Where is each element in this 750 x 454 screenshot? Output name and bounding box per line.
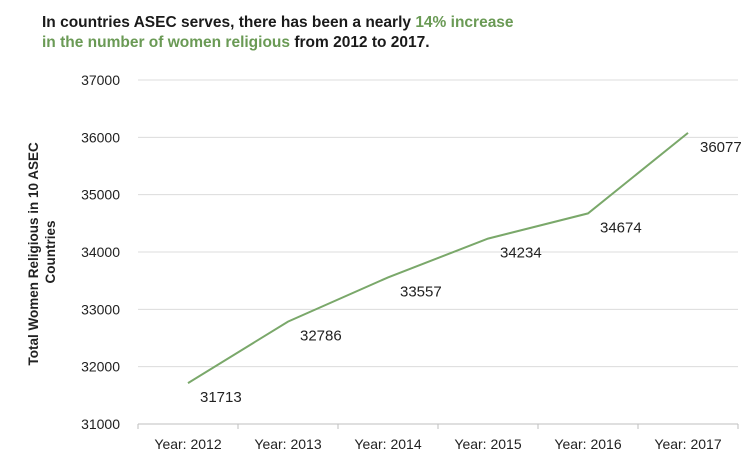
x-tick-label: Year: 2013	[254, 436, 321, 452]
y-axis-label-line2: Countries	[43, 220, 58, 283]
data-label: 32786	[300, 328, 342, 345]
x-tick-labels: Year: 2012 Year: 2013 Year: 2014 Year: 2015…	[154, 436, 721, 452]
data-label: 34674	[600, 219, 642, 236]
title-part1: In countries ASEC serves, there has been…	[42, 14, 416, 31]
title-highlight-percent: 14% increase	[415, 14, 514, 31]
y-tick-label: 36000	[81, 129, 120, 145]
data-label: 36077	[700, 139, 742, 156]
x-tick-label: Year: 2012	[154, 436, 221, 452]
chart-title: In countries ASEC serves, there has been…	[42, 13, 682, 53]
data-label: 34234	[500, 245, 542, 262]
x-axis	[137, 423, 739, 429]
y-tick-label: 35000	[81, 187, 120, 203]
y-tick-label: 34000	[81, 244, 120, 260]
series-line	[187, 132, 689, 384]
x-tick-label: Year: 2014	[354, 436, 421, 452]
x-tick-label: Year: 2015	[454, 436, 521, 452]
y-axis-label-line1: Total Women Religious in 10 ASEC	[26, 142, 41, 366]
title-highlight-women: in the number of women religious	[42, 34, 291, 51]
gridlines	[138, 79, 738, 368]
y-tick-labels: 31000 32000 33000 34000 35000 36000 37000	[81, 72, 120, 432]
title-part2: from 2012 to 2017.	[290, 34, 430, 51]
x-tick-label: Year: 2017	[654, 436, 721, 452]
y-axis-label: Total Women Religious in 10 ASEC Countri…	[26, 138, 58, 365]
data-label: 31713	[200, 389, 242, 406]
data-labels: 31713 32786 33557 34234 34674 36077	[200, 139, 742, 406]
y-tick-label: 32000	[81, 359, 120, 375]
y-tick-label: 31000	[81, 416, 120, 432]
series	[187, 132, 689, 384]
data-label: 33557	[400, 283, 442, 300]
x-tick-label: Year: 2016	[554, 436, 621, 452]
y-tick-label: 33000	[81, 301, 120, 317]
y-tick-label: 37000	[81, 72, 120, 88]
